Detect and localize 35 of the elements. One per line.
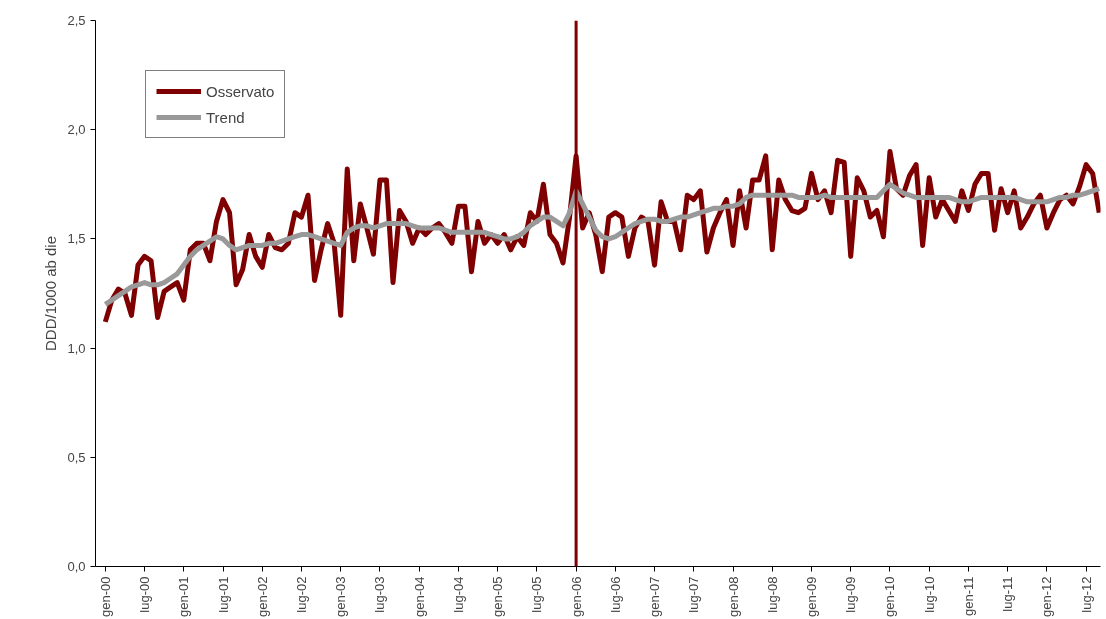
x-tick-label: gen-03 bbox=[333, 576, 349, 617]
x-tick-label: gen-01 bbox=[176, 576, 192, 617]
y-tick-label: 0,0 bbox=[67, 559, 86, 574]
x-tick-label: gen-04 bbox=[411, 576, 427, 617]
x-tick-label: lug-12 bbox=[1078, 576, 1094, 613]
x-tick-label: gen-09 bbox=[803, 576, 819, 617]
x-tick-label: gen-07 bbox=[647, 576, 663, 617]
x-tick-label: gen-06 bbox=[568, 576, 584, 617]
x-tick-label: lug-09 bbox=[843, 576, 859, 613]
x-tick-label: lug-01 bbox=[215, 576, 231, 613]
x-tick-label: gen-12 bbox=[1039, 576, 1055, 617]
x-tick-label: lug-03 bbox=[372, 576, 388, 613]
y-tick-label: 1,0 bbox=[67, 340, 86, 356]
legend-label: Trend bbox=[206, 108, 245, 126]
x-tick-label: gen-11 bbox=[960, 576, 976, 617]
x-tick-label: lug-00 bbox=[137, 576, 153, 613]
x-tick-label: gen-00 bbox=[97, 576, 113, 617]
x-tick-label: lug-05 bbox=[529, 576, 545, 613]
x-tick-label: lug-06 bbox=[607, 576, 623, 613]
x-tick-label: lug-11 bbox=[1000, 576, 1016, 612]
x-tick-label: lug-08 bbox=[764, 576, 780, 613]
y-tick-label: 2,0 bbox=[67, 122, 86, 138]
x-tick-label: gen-02 bbox=[254, 576, 270, 617]
legend-label: Osservato bbox=[206, 82, 275, 100]
x-tick-label: lug-02 bbox=[293, 576, 309, 613]
x-tick-label: gen-10 bbox=[882, 576, 898, 617]
y-tick-label: 1,5 bbox=[67, 231, 86, 247]
x-tick-label: gen-08 bbox=[725, 576, 741, 617]
x-tick-label: lug-10 bbox=[921, 576, 937, 613]
x-tick-label: lug-04 bbox=[450, 576, 466, 613]
y-tick-label: 2,5 bbox=[67, 13, 86, 28]
y-axis-title: DDD/1000 ab die bbox=[42, 235, 60, 352]
y-tick-label: 0,5 bbox=[67, 449, 86, 465]
x-tick-label: lug-07 bbox=[686, 576, 702, 613]
x-tick-label: gen-05 bbox=[490, 576, 506, 617]
